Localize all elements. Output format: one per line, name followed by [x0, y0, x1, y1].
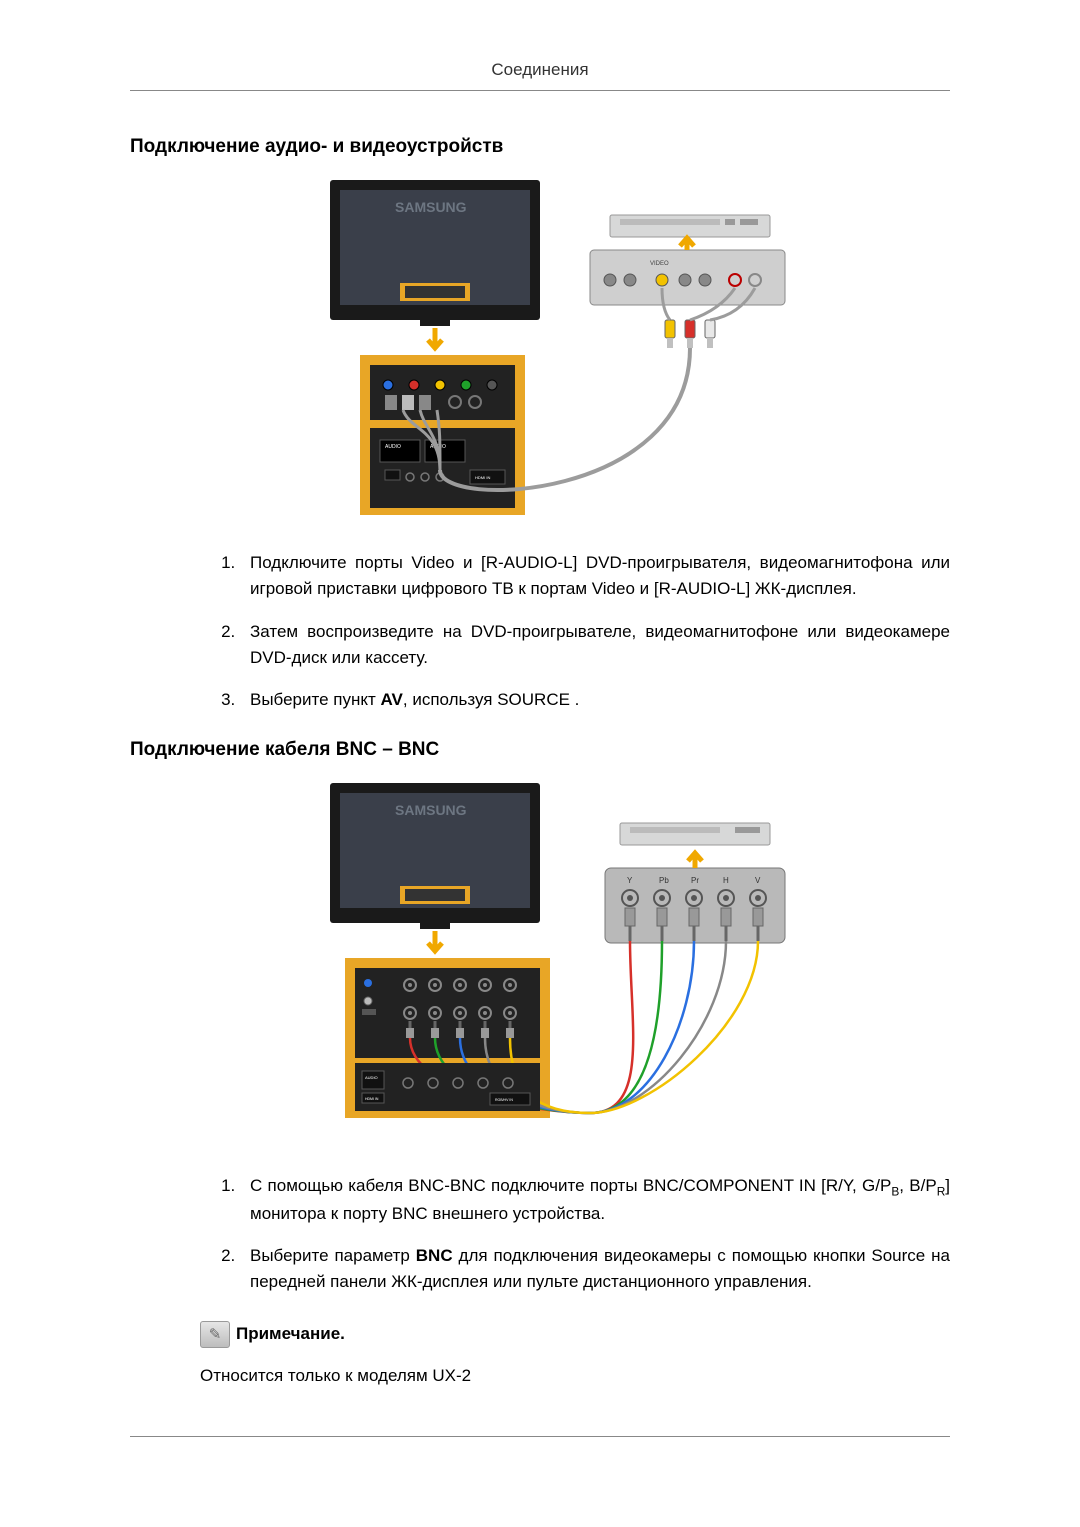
- svg-text:AUDIO: AUDIO: [365, 1075, 378, 1080]
- svg-text:H: H: [723, 876, 729, 885]
- section1-heading: Подключение аудио- и видеоустройств: [130, 136, 950, 158]
- list-item: Выберите параметр BNC для подключения ви…: [240, 1243, 950, 1296]
- text: С помощью кабеля BNC-BNC подключите порт…: [250, 1176, 891, 1195]
- section1-list: Подключите порты Video и [R-AUDIO-L] DVD…: [130, 550, 950, 714]
- footer-rule: [130, 1436, 950, 1437]
- text: , используя SOURCE .: [403, 690, 580, 709]
- diagram-av: SAMSUNGAUDIOAUDIOHDMI INVIDEO: [130, 170, 950, 520]
- svg-text:Y: Y: [627, 876, 633, 885]
- svg-text:RGB/HV IN: RGB/HV IN: [495, 1098, 513, 1102]
- note-body: Относится только к моделям UX-2: [200, 1363, 950, 1389]
- note-label: Примечание.: [236, 1324, 345, 1344]
- list-item: С помощью кабеля BNC-BNC подключите порт…: [240, 1173, 950, 1227]
- list-item: Подключите порты Video и [R-AUDIO-L] DVD…: [240, 550, 950, 603]
- diagram-bnc: SAMSUNG AUDIO HDMI IN RGB/HV IN Y Pb Pr H V: [130, 773, 950, 1143]
- note-header: ✎ Примечание.: [200, 1321, 950, 1348]
- svg-text:SAMSUNG: SAMSUNG: [395, 199, 467, 215]
- svg-text:SAMSUNG: SAMSUNG: [395, 802, 467, 818]
- text: , B/P: [899, 1176, 936, 1195]
- svg-text:HDMI IN: HDMI IN: [475, 475, 490, 480]
- svg-text:Pr: Pr: [691, 876, 699, 885]
- text: Выберите параметр: [250, 1246, 416, 1265]
- section2-list: С помощью кабеля BNC-BNC подключите порт…: [130, 1173, 950, 1296]
- note-icon: ✎: [200, 1321, 230, 1348]
- subscript: R: [937, 1184, 946, 1198]
- svg-text:V: V: [755, 876, 761, 885]
- svg-text:VIDEO: VIDEO: [650, 261, 669, 267]
- list-item: Выберите пункт AV, используя SOURCE .: [240, 687, 950, 713]
- svg-text:HDMI IN: HDMI IN: [365, 1097, 379, 1101]
- text-bold: BNC: [416, 1246, 453, 1265]
- section2-heading: Подключение кабеля BNC – BNC: [130, 739, 950, 761]
- list-item: Затем воспроизведите на DVD-проигрывател…: [240, 619, 950, 672]
- svg-text:AUDIO: AUDIO: [385, 444, 401, 450]
- svg-text:Pb: Pb: [659, 876, 669, 885]
- text-bold: AV: [381, 690, 403, 709]
- text: Выберите пункт: [250, 690, 381, 709]
- page-header: Соединения: [130, 60, 950, 91]
